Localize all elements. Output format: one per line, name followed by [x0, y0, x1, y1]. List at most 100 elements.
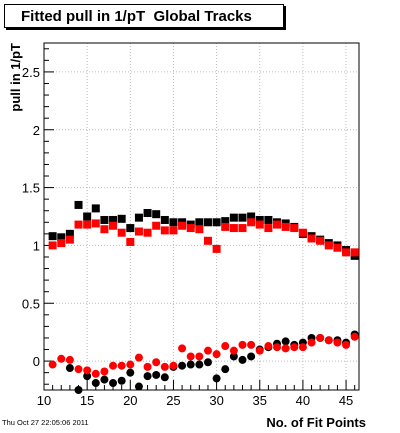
data-point-circle-s2: [160, 373, 169, 382]
data-point-square-s0: [212, 218, 221, 227]
data-point-square-s1: [57, 239, 66, 248]
data-point-circle-s3: [273, 343, 282, 352]
data-point-square-s0: [83, 212, 92, 221]
data-point-circle-s3: [307, 338, 316, 347]
data-point-circle-s2: [100, 375, 109, 384]
data-point-square-s1: [333, 243, 342, 252]
data-point-circle-s2: [281, 337, 290, 346]
data-point-circle-s3: [152, 358, 161, 367]
x-tick-label: 45: [339, 393, 353, 408]
data-point-square-s1: [255, 220, 264, 229]
data-point-circle-s2: [247, 352, 256, 361]
data-point-circle-s3: [212, 350, 221, 359]
data-point-circle-s3: [316, 333, 325, 342]
y-axis-label: pull in 1/pT: [8, 43, 23, 112]
data-point-circle-s3: [221, 342, 230, 351]
data-point-circle-s3: [350, 332, 359, 341]
y-tick-label: 1: [33, 238, 40, 253]
data-point-square-s1: [48, 241, 57, 250]
data-point-square-s0: [221, 217, 230, 226]
data-point-circle-s3: [134, 353, 143, 362]
data-point-square-s0: [109, 215, 118, 224]
data-point-circle-s3: [324, 336, 333, 345]
data-point-square-s0: [160, 215, 169, 224]
data-point-square-s1: [74, 220, 83, 229]
data-point-square-s0: [238, 213, 247, 222]
data-point-circle-s2: [212, 374, 221, 383]
data-point-square-s1: [169, 226, 178, 235]
data-point-circle-s3: [178, 344, 187, 353]
data-point-circle-s2: [221, 365, 230, 374]
chart-title-box: Fitted pull in 1/pT Global Tracks: [4, 4, 284, 28]
data-point-square-s1: [221, 222, 230, 231]
data-point-square-s1: [298, 228, 307, 237]
data-point-circle-s2: [238, 355, 247, 364]
data-point-circle-s2: [178, 361, 187, 370]
x-tick-label: 15: [80, 393, 94, 408]
data-point-circle-s3: [160, 362, 169, 371]
mark-layer: [48, 200, 359, 394]
data-point-circle-s3: [186, 352, 195, 361]
data-point-square-s1: [307, 234, 316, 243]
data-point-circle-s3: [57, 354, 66, 363]
data-point-circle-s3: [91, 369, 100, 378]
data-point-square-s0: [91, 204, 100, 213]
data-point-circle-s3: [83, 366, 92, 375]
data-point-circle-s3: [203, 346, 212, 355]
data-point-square-s1: [264, 224, 273, 233]
data-point-circle-s3: [195, 352, 204, 361]
y-tick-label: 2: [33, 123, 40, 138]
data-point-square-s0: [65, 229, 74, 238]
data-point-square-s0: [57, 233, 66, 242]
data-point-circle-s3: [117, 361, 126, 370]
data-point-square-s1: [117, 228, 126, 237]
data-point-circle-s2: [126, 368, 135, 377]
data-point-square-s1: [290, 224, 299, 233]
data-point-square-s0: [48, 232, 57, 241]
data-point-circle-s2: [65, 364, 74, 373]
data-point-circle-s2: [203, 358, 212, 367]
data-point-circle-s3: [342, 340, 351, 349]
data-point-circle-s3: [126, 360, 135, 369]
data-point-circle-s3: [298, 343, 307, 352]
data-point-square-s0: [134, 213, 143, 222]
data-point-square-s1: [91, 219, 100, 228]
data-point-square-s0: [247, 212, 256, 221]
data-point-circle-s3: [74, 365, 83, 374]
x-tick-label: 30: [209, 393, 223, 408]
data-point-circle-s2: [229, 352, 238, 361]
data-point-circle-s3: [48, 360, 57, 369]
data-point-square-s1: [229, 224, 238, 233]
data-point-square-s0: [143, 209, 152, 218]
data-point-square-s0: [117, 214, 126, 223]
data-point-circle-s2: [117, 376, 126, 385]
data-point-square-s1: [281, 222, 290, 231]
data-point-circle-s2: [74, 386, 83, 394]
data-point-circle-s2: [195, 360, 204, 369]
x-axis-label: No. of Fit Points: [266, 415, 366, 430]
data-point-square-s0: [203, 218, 212, 227]
data-point-circle-s2: [143, 372, 152, 381]
data-point-square-s1: [350, 248, 359, 257]
data-point-circle-s3: [109, 361, 118, 370]
data-point-circle-s2: [134, 382, 143, 391]
data-point-square-s0: [100, 215, 109, 224]
data-point-square-s0: [229, 213, 238, 222]
data-point-circle-s2: [186, 360, 195, 369]
x-tick-label: 25: [166, 393, 180, 408]
y-tick-label: 0.5: [22, 296, 40, 311]
data-point-circle-s3: [65, 355, 74, 364]
data-point-square-s1: [134, 227, 143, 236]
data-point-square-s1: [83, 220, 92, 229]
data-point-square-s1: [273, 220, 282, 229]
data-point-square-s1: [152, 221, 161, 230]
data-point-square-s0: [169, 218, 178, 227]
data-point-circle-s3: [290, 343, 299, 352]
data-point-circle-s3: [264, 342, 273, 351]
data-point-square-s1: [324, 241, 333, 250]
data-point-square-s1: [238, 224, 247, 233]
data-point-circle-s3: [281, 344, 290, 353]
data-point-square-s0: [264, 215, 273, 224]
y-tick-label: 2.5: [22, 65, 40, 80]
